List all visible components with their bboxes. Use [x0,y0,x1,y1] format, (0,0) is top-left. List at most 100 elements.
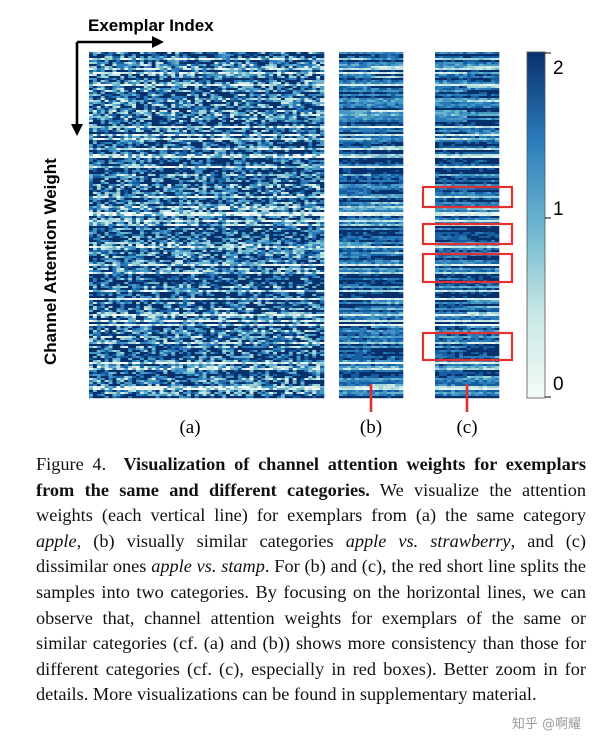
heatmap-cell [226,188,231,191]
heatmap-cell [155,128,160,131]
heatmap-cell [171,64,176,67]
heatmap-cell [132,158,137,161]
heatmap-cell [277,182,282,185]
heatmap-cell [284,156,290,159]
heatmap-cell [194,144,199,147]
heatmap-cell [206,106,211,109]
heatmap-cell [89,176,94,179]
heatmap-cell [151,174,156,177]
heatmap-cell [108,146,113,149]
heatmap-cell [186,110,192,113]
heatmap-cell [237,146,243,149]
heatmap-cell [257,52,262,55]
heatmap-cell [171,170,176,173]
heatmap-cell [112,92,117,95]
heatmap-cell [147,196,152,199]
heatmap-cell [214,66,219,69]
heatmap-cell [143,158,149,161]
heatmap-cell [151,196,156,199]
heatmap-cell [100,104,105,107]
heatmap-cell [124,146,129,149]
heatmap-cell [112,102,117,105]
heatmap-cell [277,124,282,127]
heatmap-cell [108,194,113,197]
heatmap-cell [194,140,199,143]
heatmap-cell [151,206,156,209]
heatmap-cell [128,66,133,69]
heatmap-cell [167,124,172,127]
heatmap-cell [143,170,149,173]
heatmap-cell [300,210,305,213]
heatmap-cell [171,184,176,187]
heatmap-cell [206,80,211,83]
heatmap-cell [245,136,250,139]
heatmap-cell [132,90,137,93]
heatmap-cell [171,94,176,97]
heatmap-cell [245,182,250,185]
heatmap-cell [214,92,219,95]
heatmap-cell [292,182,297,185]
heatmap-cell [128,72,133,75]
heatmap-cell [108,114,113,117]
heatmap-cell [222,216,227,219]
heatmap-cell [316,172,321,175]
heatmap-cell [92,186,98,189]
heatmap-cell [202,102,207,105]
heatmap-cell [296,90,301,93]
heatmap-cell [206,158,211,161]
heatmap-cell [257,98,262,101]
heatmap-cell [214,80,219,83]
heatmap-cell [108,138,113,141]
heatmap-cell [304,60,309,63]
heatmap-cell [241,188,246,191]
heatmap-cell [151,172,156,175]
heatmap-cell [312,204,317,207]
heatmap-cell [167,216,172,219]
heatmap-cell [226,190,231,193]
heatmap-cell [261,140,266,143]
heatmap-cell [198,94,203,97]
heatmap-cell [100,154,105,157]
y-axis-label: Channel Attention Weight [41,158,60,365]
heatmap-cell [92,152,98,155]
heatmap-cell [300,164,305,167]
heatmap-cell [277,120,282,123]
heatmap-cell [206,100,211,103]
heatmap-cell [136,132,141,135]
heatmap-cell [308,70,313,73]
heatmap-cell [175,160,180,163]
heatmap-cell [261,170,266,173]
heatmap-cell [304,118,309,121]
heatmap-cell [300,100,305,103]
heatmap-cell [139,58,145,61]
heatmap-cell [143,182,149,185]
heatmap-cell [280,96,286,99]
heatmap-cell [288,56,293,59]
heatmap-cell [253,66,258,69]
heatmap-cell [300,76,305,79]
heatmap-cell [233,122,239,125]
heatmap-cell [120,162,125,165]
heatmap-cell [136,190,141,193]
heatmap-cell [308,82,313,85]
heatmap-cell [136,116,141,119]
heatmap-cell [320,188,325,191]
heatmap-cell [132,54,137,57]
heatmap-cell [226,84,231,87]
heatmap-cell [116,140,121,143]
heatmap-cell [249,64,254,67]
heatmap-cell [210,190,215,193]
heatmap-cell [257,176,262,179]
heatmap-cell [136,170,141,173]
heatmap-cell [218,126,223,129]
heatmap-cell [190,72,196,75]
heatmap-cell [167,88,172,91]
heatmap-cell [261,130,266,133]
heatmap-cell [116,218,121,221]
heatmap-cell [171,116,176,119]
heatmap-cell [300,96,305,99]
heatmap-cell [253,86,258,89]
heatmap-cell [249,52,254,55]
heatmap-cell [198,158,203,161]
heatmap-cell [183,58,188,61]
